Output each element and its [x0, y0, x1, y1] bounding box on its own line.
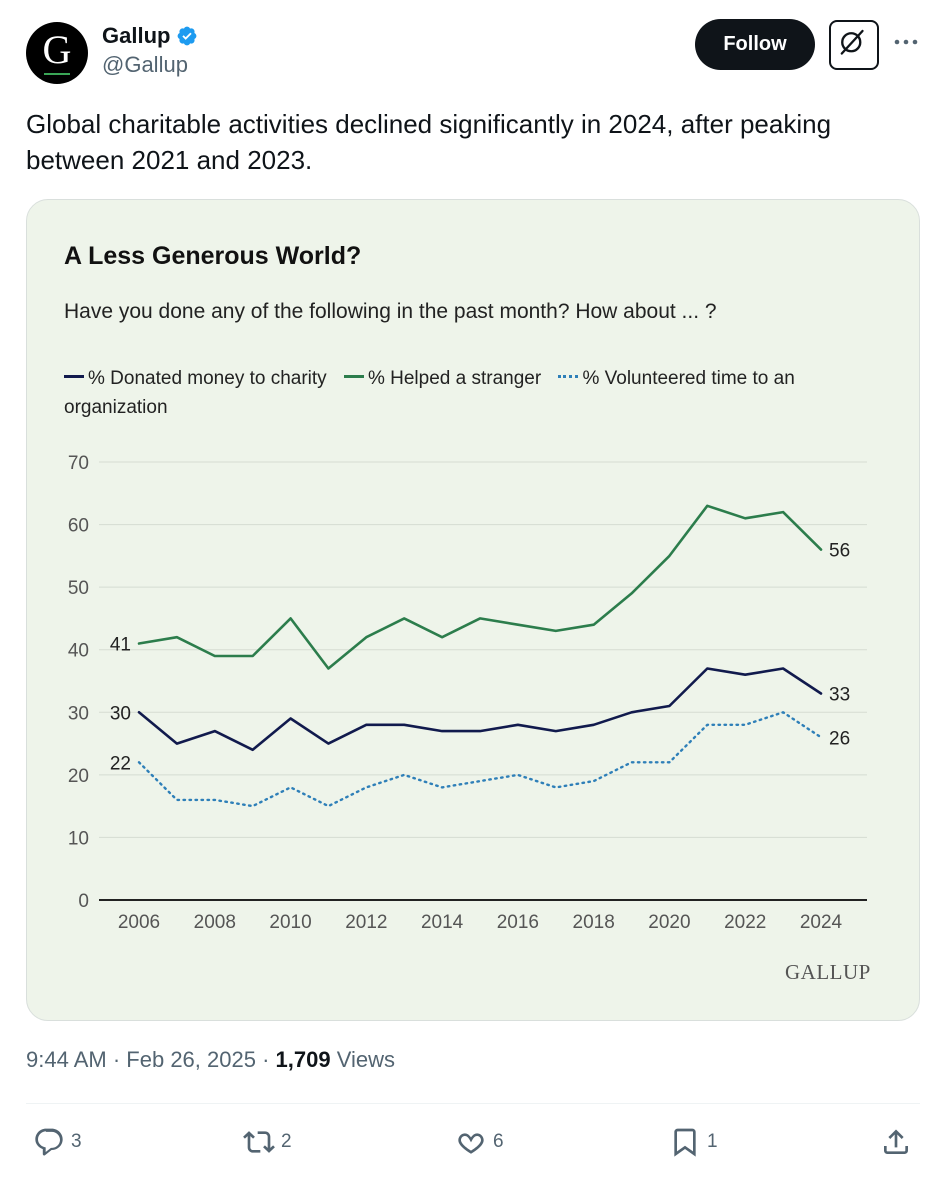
repost-button[interactable]: 2 — [243, 1120, 292, 1164]
x-tick-label: 2018 — [573, 912, 615, 933]
series-line-2 — [137, 711, 823, 808]
avatar-accent-bar — [44, 73, 70, 75]
avatar[interactable]: G — [26, 22, 88, 84]
follow-button[interactable]: Follow — [695, 19, 815, 70]
engagement-bar: 3 2 6 1 — [0, 1120, 945, 1164]
display-name[interactable]: Gallup — [102, 23, 171, 48]
gallup-watermark: GALLUP — [785, 960, 871, 984]
series-start-label: 22 — [110, 753, 131, 774]
y-tick-label: 30 — [68, 703, 89, 724]
chart-title: A Less Generous World? — [64, 242, 362, 270]
x-tick-label: 2020 — [648, 912, 690, 933]
grok-icon[interactable] — [829, 20, 879, 70]
repost-count: 2 — [281, 1131, 292, 1152]
heart-icon — [458, 1133, 484, 1154]
like-count: 6 — [493, 1131, 504, 1152]
series-end-label: 56 — [829, 541, 850, 562]
x-tick-label: 2014 — [421, 912, 464, 933]
repost-icon — [243, 1131, 275, 1153]
series-end-label: 33 — [829, 685, 850, 706]
meta-separator-2: · — [262, 1047, 270, 1072]
y-tick-label: 50 — [68, 578, 89, 599]
reply-count: 3 — [71, 1131, 82, 1152]
tweet-text: Global charitable activities declined si… — [26, 109, 832, 175]
line-chart: 0 10 20 30 40 50 60 70 2006 2008 2010 2012 2014 2016 2… — [68, 453, 867, 933]
series-line-1 — [137, 504, 823, 670]
tweet-header: G Gallup @Gallup Follow — [26, 18, 921, 86]
tweet-meta: 9:44 AM · Feb 26, 2025 · 1,709 Views — [26, 1047, 395, 1073]
y-tick-label: 40 — [68, 641, 89, 662]
y-tick-label: 60 — [68, 516, 89, 537]
series-line-0 — [137, 667, 823, 752]
x-tick-label: 2008 — [194, 912, 236, 933]
views-label: Views — [336, 1047, 396, 1072]
share-icon — [884, 1129, 908, 1154]
x-tick-label: 2010 — [269, 912, 311, 933]
x-tick-label: 2006 — [118, 912, 160, 933]
series-end-label: 26 — [829, 728, 850, 749]
share-button[interactable] — [880, 1120, 912, 1164]
x-tick-label: 2022 — [724, 912, 766, 933]
bookmark-button[interactable]: 1 — [669, 1120, 718, 1164]
y-tick-label: 70 — [68, 453, 89, 474]
views-count: 1,709 — [275, 1047, 331, 1072]
reply-button[interactable]: 3 — [33, 1120, 82, 1164]
x-tick-label: 2024 — [800, 912, 843, 933]
author-info: Gallup @Gallup — [102, 22, 198, 78]
avatar-letter: G — [42, 27, 72, 72]
verified-badge-icon[interactable] — [176, 25, 198, 47]
y-tick-label: 0 — [78, 891, 89, 912]
chart-image-card[interactable]: A Less Generous World? Have you done any… — [26, 199, 920, 1021]
x-tick-label: 2012 — [345, 912, 387, 933]
more-options-icon[interactable] — [892, 30, 920, 54]
y-tick-label: 20 — [68, 766, 89, 787]
series-start-label: 30 — [110, 703, 131, 724]
legend-label-helped: % Helped a stranger — [367, 368, 542, 389]
chart-subtitle: Have you done any of the following in th… — [64, 300, 717, 323]
like-button[interactable]: 6 — [455, 1120, 504, 1164]
bookmark-icon — [674, 1128, 696, 1157]
legend-item-volunteered: % Volunteered time to an organization — [64, 368, 795, 418]
legend-item-helped: % Helped a stranger — [343, 368, 542, 389]
handle[interactable]: @Gallup — [102, 52, 188, 77]
legend-label-donated: % Donated money to charity — [88, 368, 327, 389]
bookmark-count: 1 — [707, 1131, 718, 1152]
legend-label-volunteered: % Volunteered time to an organization — [64, 368, 795, 418]
meta-separator: · — [112, 1047, 121, 1072]
tweet-time[interactable]: 9:44 AM — [26, 1047, 107, 1072]
y-tick-label: 10 — [68, 828, 89, 849]
chart-legend: % Donated money to charity % Helped a st… — [64, 364, 884, 422]
series-start-label: 41 — [110, 634, 131, 655]
legend-item-donated: % Donated money to charity — [64, 368, 327, 389]
reply-icon — [35, 1128, 63, 1156]
divider — [26, 1103, 920, 1104]
tweet-date[interactable]: Feb 26, 2025 — [126, 1047, 256, 1072]
x-tick-label: 2016 — [497, 912, 539, 933]
